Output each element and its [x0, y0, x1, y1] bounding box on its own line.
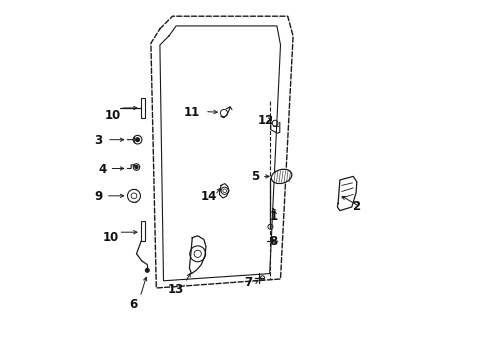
Text: 8: 8	[268, 235, 277, 248]
FancyBboxPatch shape	[141, 98, 145, 118]
Circle shape	[135, 166, 138, 168]
FancyBboxPatch shape	[141, 221, 145, 241]
Text: 10: 10	[105, 109, 121, 122]
Text: 12: 12	[258, 114, 274, 127]
Text: 11: 11	[184, 106, 200, 119]
Text: 5: 5	[251, 170, 259, 183]
Text: 7: 7	[244, 276, 252, 289]
Text: 14: 14	[200, 190, 216, 203]
Circle shape	[145, 269, 149, 272]
Circle shape	[136, 138, 139, 141]
Text: 3: 3	[95, 134, 102, 147]
Text: 6: 6	[128, 298, 137, 311]
Text: 2: 2	[351, 201, 360, 213]
Ellipse shape	[271, 169, 291, 184]
Text: 1: 1	[269, 210, 277, 222]
Text: 9: 9	[94, 190, 102, 203]
Text: 13: 13	[168, 283, 184, 296]
Text: 4: 4	[98, 163, 106, 176]
Text: 10: 10	[103, 231, 119, 244]
